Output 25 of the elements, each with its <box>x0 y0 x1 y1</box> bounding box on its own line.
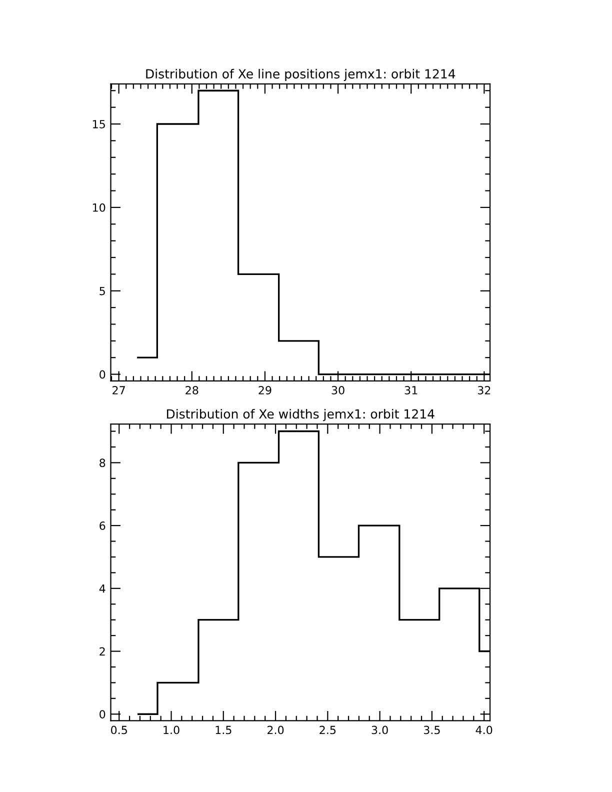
y-tick-label: 8 <box>100 458 106 468</box>
y-tick-label: 0 <box>100 370 106 379</box>
x-tick-label: 1.0 <box>164 726 180 734</box>
x-tick-label: 4.0 <box>476 726 492 734</box>
x-tick-label: 29 <box>258 386 272 394</box>
y-tick-label: 2 <box>100 647 105 656</box>
y-tick-label: 10 <box>92 203 106 212</box>
x-tick-label: 30 <box>332 386 344 394</box>
y-tick-label: 6 <box>100 522 106 530</box>
x-tick-label: 28 <box>186 386 198 394</box>
x-tick-label: 3.0 <box>372 726 388 734</box>
y-tick-label: 4 <box>99 584 106 593</box>
y-tick-label: 5 <box>100 286 105 296</box>
x-tick-label: 2.0 <box>268 726 284 734</box>
chart-title: Distribution of Xe line positions jemx1: orbit 1214 <box>146 68 456 81</box>
x-tick-label: 27 <box>112 386 125 394</box>
x-tick-label: 0.5 <box>111 726 127 734</box>
x-tick-label: 2.5 <box>320 726 336 734</box>
x-tick-label: 3.5 <box>424 726 440 734</box>
chart-title: Distribution of Xe widths jemx1: orbit 1214 <box>166 408 434 422</box>
y-tick-label: 15 <box>92 120 105 128</box>
x-tick-label: 1.5 <box>216 726 232 734</box>
y-tick-label: 0 <box>100 710 106 718</box>
x-tick-label: 32 <box>478 386 490 394</box>
x-tick-label: 31 <box>404 386 418 394</box>
